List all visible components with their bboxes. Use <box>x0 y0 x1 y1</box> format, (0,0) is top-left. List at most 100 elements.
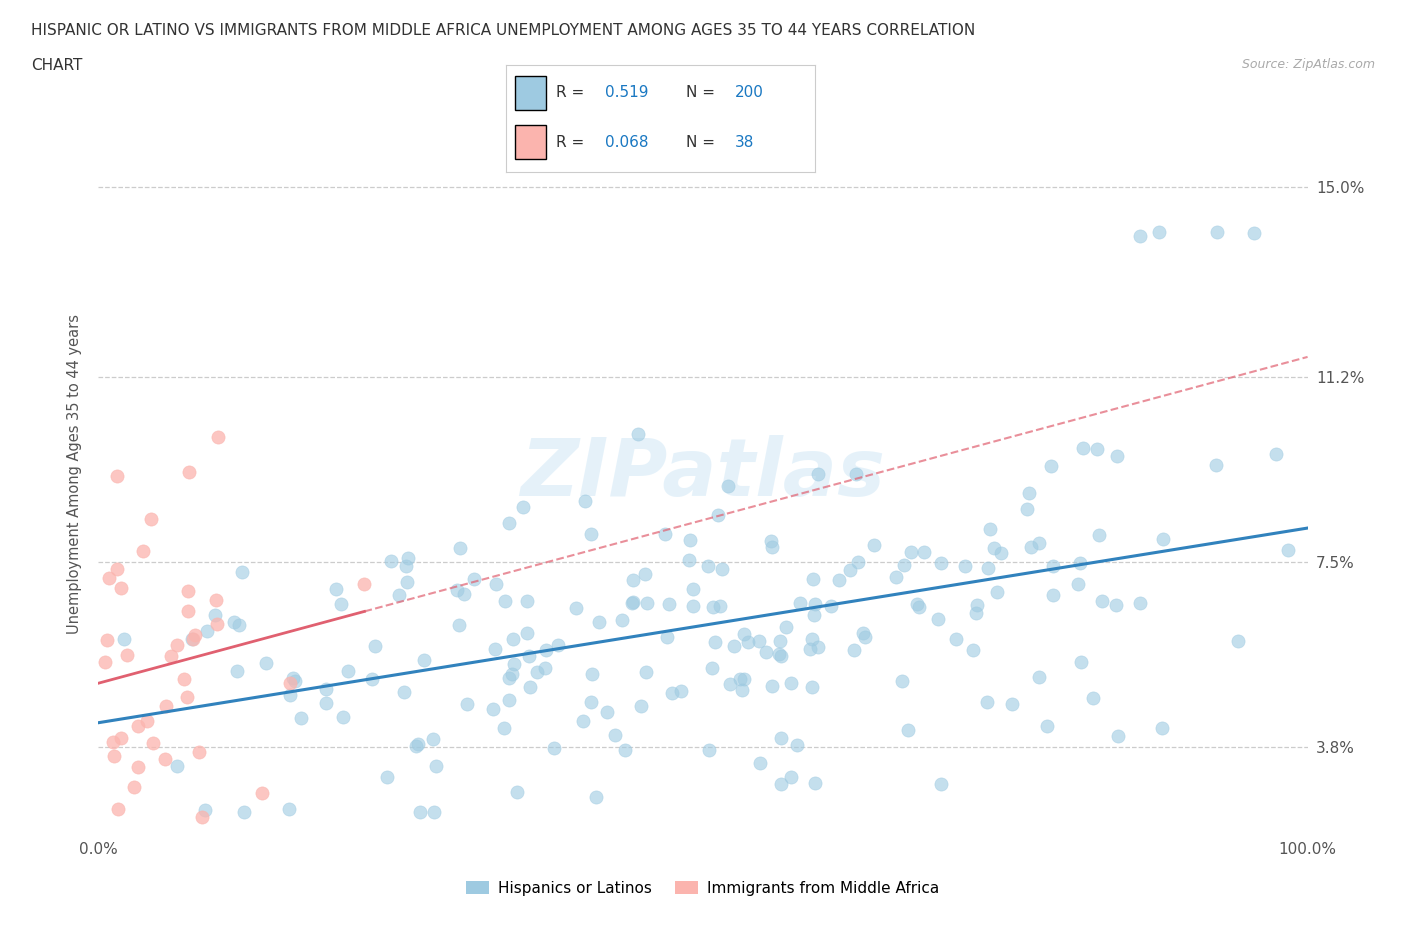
Point <box>395 559 418 574</box>
Point <box>512 500 534 515</box>
Point <box>361 671 384 686</box>
Point <box>891 673 914 688</box>
Point <box>122 779 145 794</box>
Point <box>502 631 524 646</box>
Point <box>325 581 347 596</box>
Point <box>315 696 337 711</box>
Point <box>572 713 595 728</box>
Text: HISPANIC OR LATINO VS IMMIGRANTS FROM MIDDLE AFRICA UNEMPLOYMENT AMONG AGES 35 T: HISPANIC OR LATINO VS IMMIGRANTS FROM MI… <box>31 23 976 38</box>
Point <box>711 561 734 576</box>
Text: CHART: CHART <box>31 58 83 73</box>
Point <box>139 512 162 526</box>
Point <box>610 613 633 628</box>
Point <box>800 631 823 646</box>
Point <box>927 612 949 627</box>
Point <box>547 638 569 653</box>
Point <box>184 628 207 643</box>
Point <box>194 802 217 817</box>
Point <box>728 671 751 686</box>
Point <box>804 776 827 790</box>
Point <box>498 693 520 708</box>
Point <box>543 740 565 755</box>
Point <box>380 553 402 568</box>
Point <box>423 804 446 819</box>
Point <box>406 737 429 751</box>
Point <box>332 710 354 724</box>
Point <box>422 732 444 747</box>
Point <box>1277 542 1299 557</box>
Point <box>132 543 155 558</box>
Point <box>498 671 520 685</box>
Point <box>769 634 792 649</box>
Point <box>1087 527 1109 542</box>
Point <box>117 647 139 662</box>
Point <box>166 638 188 653</box>
Point <box>779 675 801 690</box>
Point <box>177 604 200 618</box>
Point <box>755 644 778 659</box>
Point <box>897 723 920 737</box>
Point <box>761 534 783 549</box>
Point <box>1149 225 1171 240</box>
Point <box>1085 442 1108 457</box>
Point <box>494 593 516 608</box>
Point <box>336 663 359 678</box>
Point <box>395 574 418 589</box>
Point <box>405 738 427 753</box>
Point <box>929 555 952 570</box>
Point <box>1015 501 1038 516</box>
Point <box>630 698 652 713</box>
Point <box>654 527 676 542</box>
Point <box>603 728 626 743</box>
Point <box>900 545 922 560</box>
Text: N =: N = <box>686 86 720 100</box>
Point <box>799 642 821 657</box>
Point <box>1028 670 1050 684</box>
Point <box>231 565 253 579</box>
Point <box>702 599 724 614</box>
Point <box>661 685 683 700</box>
Point <box>620 596 643 611</box>
Point <box>153 751 176 766</box>
Point <box>884 570 907 585</box>
Point <box>737 634 759 649</box>
Point <box>733 671 755 686</box>
Point <box>697 559 720 574</box>
Point <box>990 546 1012 561</box>
Point <box>761 679 783 694</box>
Point <box>953 559 976 574</box>
Point <box>1070 655 1092 670</box>
Point <box>396 551 419 565</box>
Text: 0.519: 0.519 <box>605 86 648 100</box>
Point <box>1042 558 1064 573</box>
Point <box>501 667 523 682</box>
Point <box>912 545 935 560</box>
Text: N =: N = <box>686 135 720 150</box>
Point <box>96 632 118 647</box>
Point <box>634 566 657 581</box>
Point <box>204 607 226 622</box>
Point <box>494 721 516 736</box>
Point <box>516 625 538 640</box>
Point <box>697 743 720 758</box>
Point <box>91 844 114 859</box>
Point <box>801 680 824 695</box>
Point <box>485 577 508 591</box>
Point <box>1021 539 1043 554</box>
Point <box>623 573 645 588</box>
Point <box>931 777 953 791</box>
Point <box>581 667 603 682</box>
Point <box>845 467 868 482</box>
Point <box>375 769 398 784</box>
Point <box>1227 633 1250 648</box>
Point <box>718 677 741 692</box>
Point <box>807 467 830 482</box>
Point <box>1081 691 1104 706</box>
Point <box>536 643 558 658</box>
Point <box>136 713 159 728</box>
Point <box>1105 448 1128 463</box>
Point <box>621 594 644 609</box>
Point <box>1042 588 1064 603</box>
Point <box>173 671 195 686</box>
FancyBboxPatch shape <box>516 76 547 110</box>
